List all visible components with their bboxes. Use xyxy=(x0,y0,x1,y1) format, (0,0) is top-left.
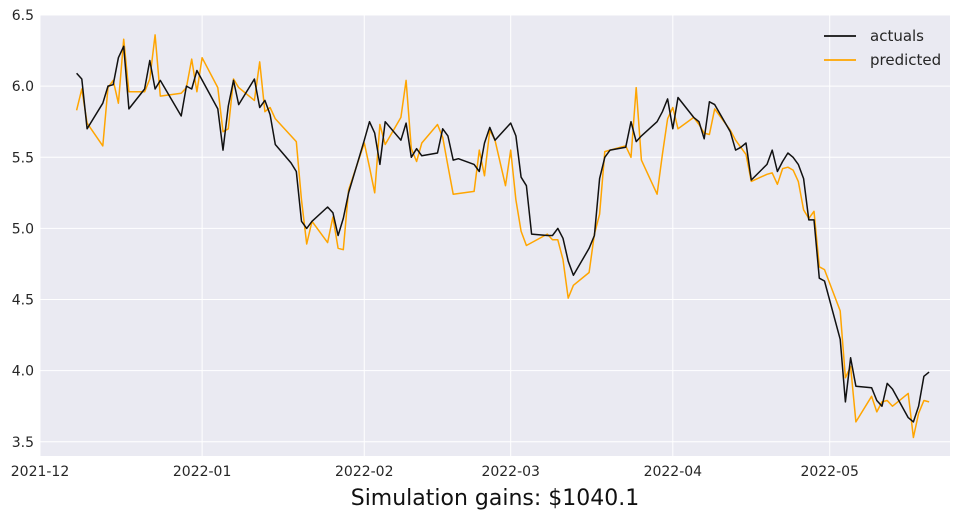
plot-area xyxy=(40,15,950,456)
x-axis-label: Simulation gains: $1040.1 xyxy=(351,486,640,511)
y-tick-label: 4.0 xyxy=(12,364,34,380)
x-tick-label: 2022-05 xyxy=(800,464,859,480)
y-tick-label: 4.5 xyxy=(12,293,34,309)
y-tick-label: 3.5 xyxy=(12,435,34,451)
x-tick-label: 2022-02 xyxy=(335,464,394,480)
y-axis-ticks: 3.5 4.0 4.5 5.0 5.5 6.0 6.5 xyxy=(12,8,34,451)
x-tick-label: 2021-12 xyxy=(11,464,70,480)
series-line-actuals xyxy=(76,45,930,423)
x-tick-label: 2022-03 xyxy=(481,464,540,480)
legend-label: actuals xyxy=(870,27,924,45)
y-tick-label: 5.5 xyxy=(12,150,34,166)
x-tick-label: 2022-04 xyxy=(644,464,703,480)
legend: actuals predicted xyxy=(824,27,941,69)
gridlines xyxy=(39,14,950,456)
y-tick-label: 6.5 xyxy=(12,8,34,24)
y-tick-label: 6.0 xyxy=(12,79,34,95)
x-tick-label: 2022-01 xyxy=(173,464,232,480)
y-tick-label: 5.0 xyxy=(12,221,34,237)
x-axis-ticks: 2021-12 2022-01 2022-02 2022-03 2022-04 2022-… xyxy=(11,464,859,480)
legend-label: predicted xyxy=(870,51,941,69)
series-layer xyxy=(75,34,930,439)
